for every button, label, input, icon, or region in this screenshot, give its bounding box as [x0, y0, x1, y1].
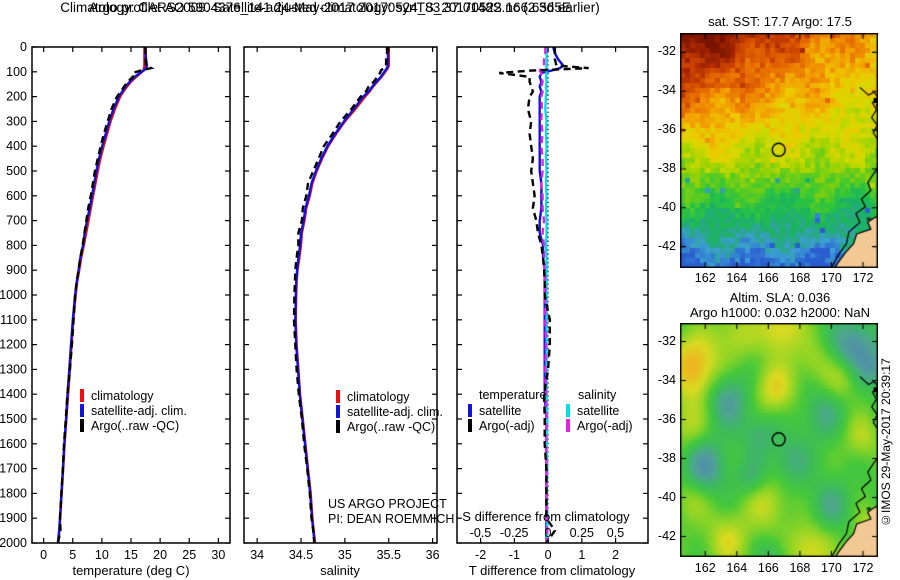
- salinity-profile-panel: 34 34.5 35 35.5 36 salinity: [243, 46, 440, 578]
- depth-tick-label: 1600: [0, 437, 27, 451]
- temperature-profile-climatology-line: [57, 47, 146, 544]
- x-tick-label: 10: [95, 548, 109, 562]
- page-subtitle: Climatology: CARS2009. Satellite-adjuste…: [60, 0, 600, 15]
- depth-tick-label: 1500: [0, 412, 27, 426]
- sla-subtitle: Argo h1000: 0.032 h2000: NaN: [690, 305, 870, 320]
- s-tick-label: -0.25: [500, 526, 529, 540]
- salinity-profile-satellite-adj-clim--line: [294, 47, 390, 544]
- depth-tick-label: 1100: [0, 313, 27, 327]
- x-tick-label: 1: [578, 548, 585, 562]
- depth-tick-label: 300: [6, 114, 27, 128]
- pi-note: PI: DEAN ROEMMICH: [328, 512, 455, 526]
- depth-tick-label: 0: [20, 40, 27, 54]
- depth-tick-label: 200: [6, 90, 27, 104]
- sst-map: [680, 33, 878, 268]
- depth-tick-label: 1800: [0, 486, 27, 500]
- x-tick-label: 5: [69, 548, 76, 562]
- temperature-profile-panel: 0100200300400500600700800900100011001200…: [0, 40, 231, 578]
- map-tick-label: 164: [726, 561, 748, 575]
- depth-tick-label: 1400: [0, 387, 27, 401]
- profile-panels: 0100200300400500600700800900100011001200…: [0, 40, 649, 578]
- difference-profile-t-satellite-line: [538, 46, 566, 543]
- difference-profile-xlabel: T difference from climatology: [469, 563, 636, 578]
- x-tick-label: 15: [124, 548, 138, 562]
- salinity-profile-climatology-line: [294, 47, 390, 544]
- map-tick-label: 164: [726, 271, 748, 285]
- x-tick-label: 36: [426, 548, 440, 562]
- depth-tick-label: 1700: [0, 462, 27, 476]
- sst-map-title: sat. SST: 17.7 Argo: 17.5: [708, 14, 852, 29]
- x-tick-label: 0: [545, 548, 552, 562]
- s-tick-label: 0.5: [607, 526, 624, 540]
- temperature-profile-xlabel: temperature (deg C): [72, 563, 189, 578]
- depth-tick-label: 800: [6, 238, 27, 252]
- sla-map: [680, 323, 878, 557]
- x-tick-label: 0: [40, 548, 47, 562]
- depth-tick-label: 400: [6, 139, 27, 153]
- map-tick-label: 162: [694, 271, 716, 285]
- depth-tick-label: 700: [6, 214, 27, 228]
- difference-profile-t-argo-adj--line: [499, 47, 589, 544]
- depth-tick-label: 2000: [0, 536, 27, 550]
- map-tick-label: 170: [821, 271, 842, 285]
- temperature-profile-satellite-adj-clim--line: [56, 46, 149, 544]
- page-title: Argo profile: AO 5904376_141 24-May-2017…: [89, 0, 571, 15]
- x-tick-label: 35: [338, 548, 352, 562]
- map-tick-label: 170: [821, 561, 842, 575]
- salinity-profile-xlabel: salinity: [320, 563, 360, 578]
- x-tick-label: 2: [612, 548, 619, 562]
- x-tick-label: 20: [153, 548, 167, 562]
- depth-tick-label: 1200: [0, 338, 27, 352]
- project-note: US ARGO PROJECT: [328, 497, 447, 511]
- x-tick-label: 35.5: [377, 548, 401, 562]
- depth-tick-label: 100: [6, 65, 27, 79]
- depth-tick-label: 1300: [0, 362, 27, 376]
- depth-tick-label: 1900: [0, 511, 27, 525]
- imos-credit: ©IMOS 29-May-2017 20:39:17: [879, 358, 893, 527]
- x-tick-label: 34.5: [289, 548, 313, 562]
- x-tick-label: -2: [475, 548, 486, 562]
- map-tick-label: 166: [757, 271, 779, 285]
- salinity-profile-argo-raw-qc--line: [292, 47, 389, 544]
- x-tick-label: 25: [182, 548, 196, 562]
- difference-profile-s-argo-adj--line: [538, 47, 549, 544]
- x-tick-label: 30: [211, 548, 225, 562]
- depth-tick-label: 900: [6, 263, 27, 277]
- x-tick-label: 34: [250, 548, 264, 562]
- s-tick-label: 0: [545, 526, 552, 540]
- x-tick-label: -1: [509, 548, 520, 562]
- map-tick-label: 168: [789, 271, 811, 285]
- map-tick-label: 168: [789, 561, 811, 575]
- s-tick-label: -0.5: [470, 526, 492, 540]
- difference-profile-panel: -2 -1 0 1 2T difference from climatology -0.5…: [456, 46, 649, 578]
- depth-tick-label: 500: [6, 164, 27, 178]
- map-tick-label: 162: [694, 561, 716, 575]
- temperature-profile-argo-raw-qc--line: [56, 47, 155, 544]
- sla-title: Altim. SLA: 0.036: [729, 290, 831, 305]
- depth-tick-label: 600: [6, 189, 27, 203]
- s-difference-axis-label: S difference from climatology: [462, 509, 630, 524]
- difference-profile-s-satellite-line: [544, 47, 549, 544]
- depth-tick-label: 1000: [0, 288, 27, 302]
- map-tick-label: 166: [757, 561, 779, 575]
- s-tick-label: 0.25: [570, 526, 594, 540]
- map-tick-label: 172: [852, 271, 874, 285]
- map-tick-label: 172: [852, 561, 874, 575]
